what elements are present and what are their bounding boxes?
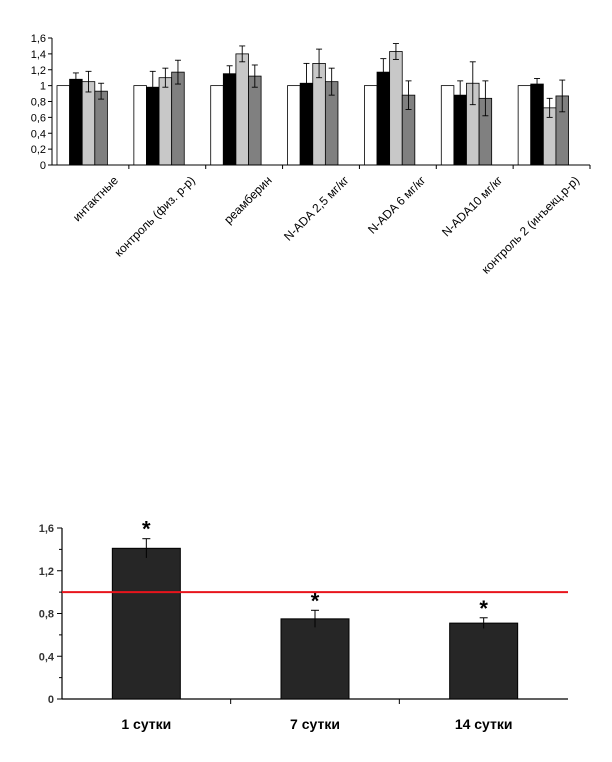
bar (111, 547, 181, 700)
x-category-label: 7 сутки (290, 716, 340, 732)
y-tick-label: 1,6 (39, 523, 54, 535)
bar (94, 90, 108, 166)
y-tick-label: 0,4 (31, 128, 46, 140)
bar (133, 85, 147, 166)
bar (56, 85, 71, 166)
bar (530, 83, 544, 166)
y-tick-label: 0,6 (31, 112, 46, 124)
significance-marker: * (311, 588, 320, 613)
y-tick-label: 0,2 (31, 144, 46, 156)
bar (222, 73, 237, 166)
bar (287, 85, 301, 166)
x-category-label: интактные (70, 173, 121, 224)
bar (389, 51, 403, 166)
y-tick-label: 0 (40, 160, 46, 172)
x-category-label: 14 сутки (455, 716, 513, 732)
bar (312, 63, 326, 166)
bar (248, 75, 262, 166)
x-category-label: контроль (физ. р-р) (112, 173, 198, 259)
chart-top: 0 0,2 0,4 0,6 0,8 1 1,2 1,4 1,6 интактныеконтроль… (31, 33, 591, 277)
y-tick-label: 1 (40, 81, 46, 93)
x-category-label: N-ADA 6 мг/кг (365, 173, 429, 237)
bar (171, 71, 185, 166)
bar (235, 53, 249, 166)
y-tick-label: 0,4 (39, 651, 55, 663)
bar (449, 622, 519, 700)
significance-marker: * (479, 596, 488, 621)
bar (210, 85, 224, 166)
chart-bottom: 0 0,4 0,8 1,2 1,6 * 1 сутки * 7 сутки * 14 сутки (39, 517, 568, 732)
bar (158, 77, 173, 166)
x-category-label: N-ADA10 мг/кг (439, 173, 506, 240)
significance-marker: * (142, 517, 151, 542)
y-tick-label: 0,8 (39, 609, 54, 621)
x-category-label: 1 сутки (121, 716, 171, 732)
bar (440, 85, 455, 166)
y-tick-label: 1,4 (31, 49, 46, 61)
x-category-label: N-ADA 2,5 мг/кг (281, 173, 352, 244)
y-tick-label: 0,8 (31, 97, 46, 109)
y-tick-label: 0 (48, 694, 54, 706)
y-tick-label: 1,2 (39, 566, 54, 578)
bar (280, 618, 350, 700)
y-tick-label: 1,2 (31, 65, 46, 77)
x-category-label: реамберин (221, 173, 274, 226)
bar (69, 78, 83, 166)
bar (517, 85, 532, 166)
bar (81, 81, 96, 166)
y-tick-label: 1,6 (31, 33, 46, 45)
bar (364, 85, 378, 166)
